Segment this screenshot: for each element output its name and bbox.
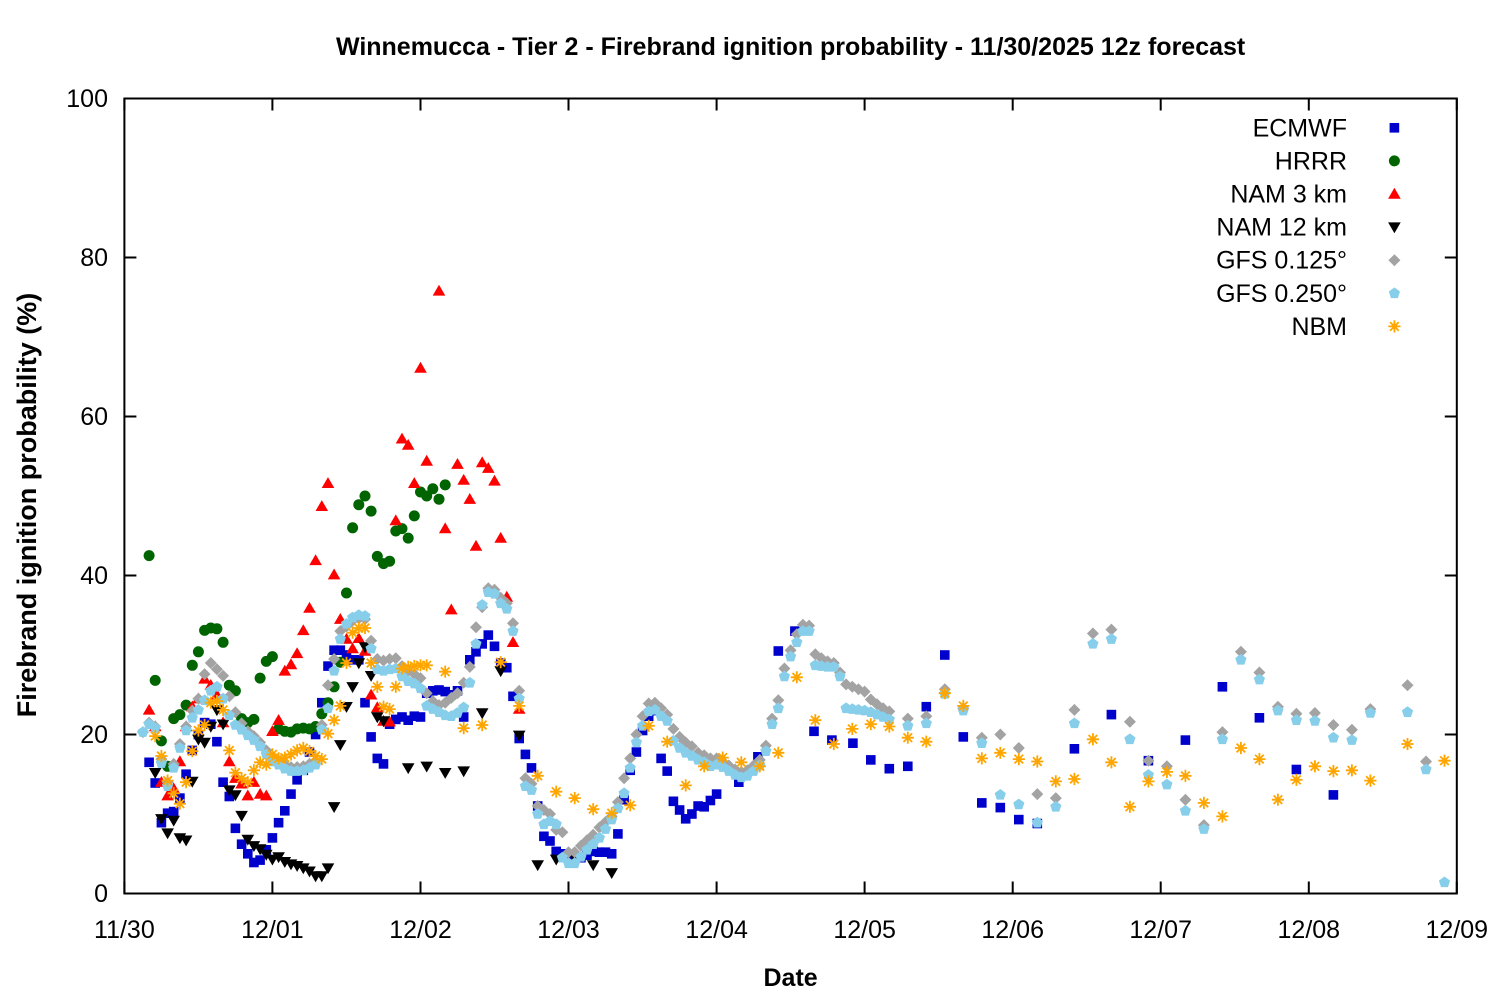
svg-text:Date: Date [764, 964, 818, 992]
svg-text:12/08: 12/08 [1278, 916, 1341, 944]
svg-text:12/06: 12/06 [981, 916, 1044, 944]
svg-text:12/03: 12/03 [537, 916, 600, 944]
svg-text:12/05: 12/05 [833, 916, 896, 944]
svg-text:12/01: 12/01 [241, 916, 304, 944]
svg-text:NBM: NBM [1291, 313, 1347, 341]
svg-text:100: 100 [66, 85, 108, 113]
svg-text:Winnemucca - Tier 2 - Firebran: Winnemucca - Tier 2 - Firebrand ignition… [336, 33, 1246, 61]
svg-text:0: 0 [94, 880, 108, 908]
svg-text:NAM 3 km: NAM 3 km [1230, 181, 1347, 209]
svg-text:80: 80 [80, 244, 108, 272]
svg-text:20: 20 [80, 721, 108, 749]
svg-text:12/07: 12/07 [1129, 916, 1192, 944]
svg-text:40: 40 [80, 562, 108, 590]
svg-text:60: 60 [80, 403, 108, 431]
svg-text:11/30: 11/30 [94, 916, 155, 944]
svg-text:GFS 0.125°: GFS 0.125° [1216, 247, 1347, 275]
svg-text:HRRR: HRRR [1275, 147, 1347, 175]
svg-text:GFS 0.250°: GFS 0.250° [1216, 280, 1347, 308]
svg-text:12/04: 12/04 [685, 916, 748, 944]
svg-text:ECMWF: ECMWF [1253, 114, 1347, 142]
svg-text:Firebrand ignition probability: Firebrand ignition probability (%) [12, 293, 42, 718]
svg-text:NAM 12 km: NAM 12 km [1216, 214, 1347, 242]
svg-text:12/02: 12/02 [389, 916, 452, 944]
svg-text:12/09: 12/09 [1426, 916, 1489, 944]
